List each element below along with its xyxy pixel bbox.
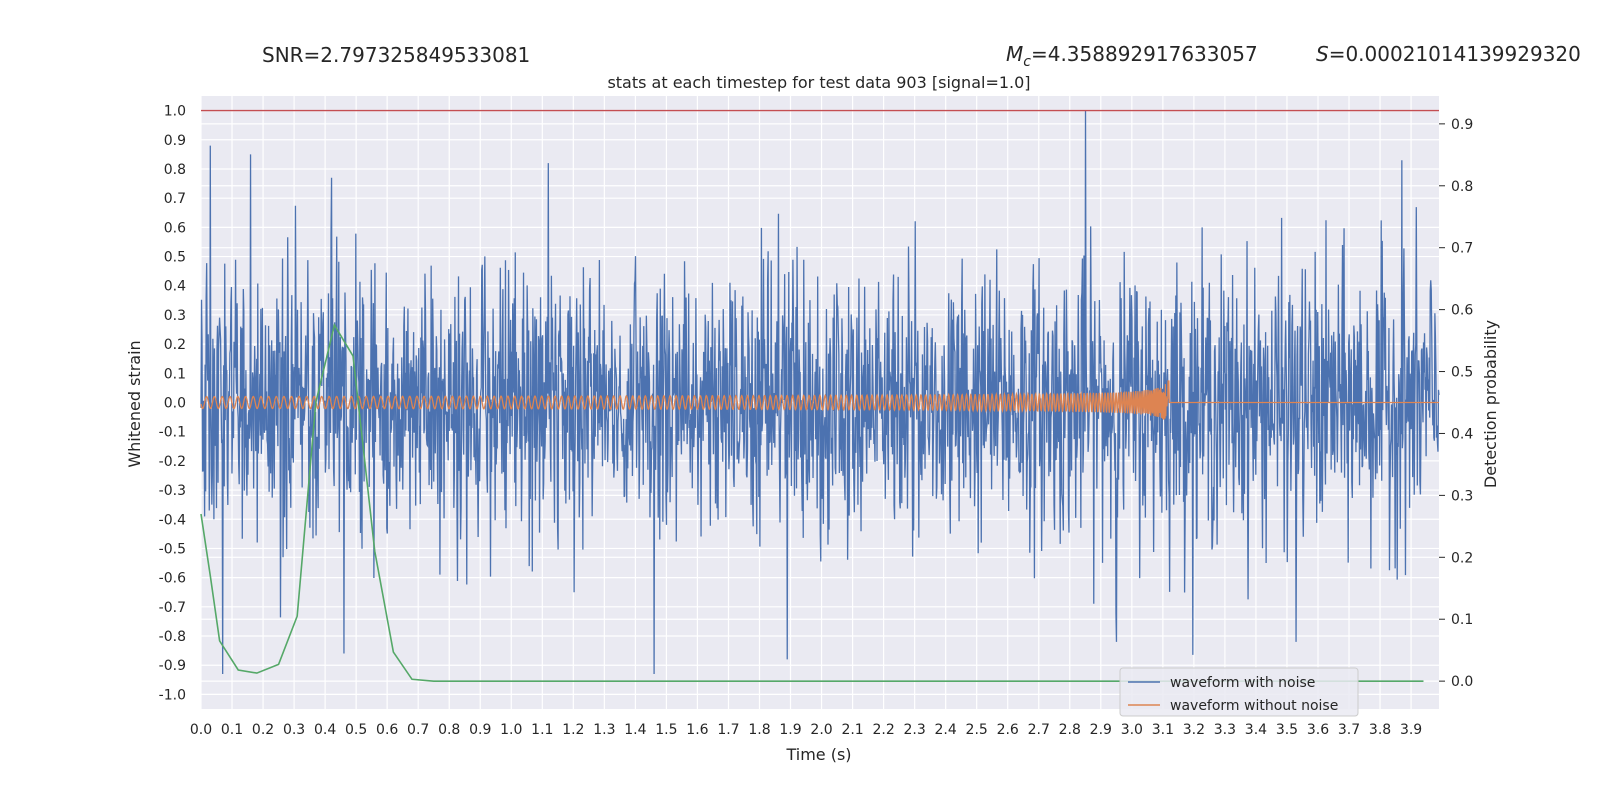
y-tick-label: 0.0: [164, 396, 186, 412]
chirp-mass-value: =4.358892917633057: [1031, 42, 1258, 66]
y2-tick-label: 0.9: [1451, 117, 1473, 133]
y-tick-label: 0.5: [164, 250, 186, 266]
y-tick-label: -0.8: [159, 629, 186, 645]
chirp-mass-label: Mc=4.358892917633057: [1006, 42, 1258, 70]
x-tick-labels: 0.0 0.1 0.2 0.3 0.4 0.5 0.6 0.7 0.8 0.9 1.0 1.1 1.2 1…: [190, 722, 1422, 738]
y-tick-label: -0.4: [159, 512, 186, 528]
x-tick-label: 3.4: [1245, 722, 1267, 738]
y-tick-label: 0.4: [164, 279, 186, 295]
y2-tick-label: 0.8: [1451, 179, 1473, 195]
x-tick-label: 1.4: [624, 722, 646, 738]
x-tick-label: 0.3: [283, 722, 305, 738]
x-tick-label: 1.7: [717, 722, 739, 738]
x-tick-label: 0.2: [252, 722, 274, 738]
x-tick-label: 2.6: [997, 722, 1019, 738]
chirp-mass-subscript: c: [1023, 54, 1031, 70]
x-tick-label: 2.5: [966, 722, 988, 738]
legend-entry-noise: waveform with noise: [1170, 675, 1315, 691]
x-tick-label: 3.9: [1400, 722, 1422, 738]
y-tick-label: 0.2: [164, 337, 186, 353]
detection-probability-line: [200, 323, 1424, 682]
x-tick-label: 1.8: [748, 722, 770, 738]
y2-tick-label: 0.2: [1451, 550, 1473, 566]
y-tick-label: 0.8: [164, 162, 186, 178]
y-tick-label: 0.6: [164, 220, 186, 236]
x-tick-label: 2.3: [904, 722, 926, 738]
s-stat-value: =0.00021014139929320: [1329, 42, 1581, 66]
x-tick-label: 2.4: [935, 722, 957, 738]
y-tick-label: -0.2: [159, 454, 186, 470]
legend-entry-clean: waveform without noise: [1170, 698, 1338, 714]
legend-box: [1119, 667, 1359, 717]
x-tick-label: 0.7: [407, 722, 429, 738]
y-tick-labels: 1.0 0.9 0.8 0.7 0.6 0.5 0.4 0.3 0.2 0.1 0.0 -0.1 -0.…: [159, 104, 186, 704]
y-tick-label: 0.3: [164, 308, 186, 324]
s-stat-label: S=0.00021014139929320: [1316, 42, 1581, 66]
waveform-without-noise-line: [200, 380, 1439, 420]
y2-tick-label: 0.5: [1451, 365, 1473, 381]
x-tick-label: 3.3: [1214, 722, 1236, 738]
x-tick-label: 1.3: [593, 722, 615, 738]
x-tick-label: 0.0: [190, 722, 212, 738]
x-tick-label: 3.6: [1307, 722, 1329, 738]
y-tick-label: -0.3: [159, 483, 186, 499]
y2-tick-labels: 0.9 0.8 0.7 0.6 0.5 0.4 0.3 0.2 0.1 0.0: [1439, 117, 1473, 690]
y-tick-label: -0.7: [159, 600, 186, 616]
y2-tick-label: 0.4: [1451, 426, 1473, 442]
x-axis-label: Time (s): [785, 745, 851, 764]
x-tick-label: 2.9: [1090, 722, 1112, 738]
x-tick-label: 1.0: [500, 722, 522, 738]
y2-tick-label: 0.3: [1451, 488, 1473, 504]
plot-series: [200, 109, 1440, 682]
y2-tick-label: 0.1: [1451, 612, 1473, 628]
waveform-with-noise-line: [200, 110, 1440, 674]
y-tick-label: -0.6: [159, 571, 186, 587]
x-tick-label: 3.5: [1276, 722, 1298, 738]
chart-title: stats at each timestep for test data 903…: [607, 73, 1030, 92]
x-tick-label: 2.8: [1059, 722, 1081, 738]
x-tick-label: 2.2: [872, 722, 894, 738]
x-tick-label: 1.9: [779, 722, 801, 738]
x-tick-label: 0.8: [438, 722, 460, 738]
y-tick-label: -0.9: [159, 658, 186, 674]
x-tick-label: 2.0: [810, 722, 832, 738]
x-tick-label: 1.1: [531, 722, 553, 738]
snr-label: SNR=2.797325849533081: [262, 43, 530, 67]
x-tick-label: 3.0: [1121, 722, 1143, 738]
y2-tick-label: 0.6: [1451, 303, 1473, 319]
x-tick-label: 3.1: [1152, 722, 1174, 738]
x-tick-label: 2.1: [841, 722, 863, 738]
x-tick-label: 1.6: [686, 722, 708, 738]
s-stat-symbol: S: [1316, 42, 1329, 66]
y-axis-label: Whitened strain: [125, 340, 144, 467]
x-tick-label: 0.4: [314, 722, 336, 738]
y-tick-label: 0.9: [164, 133, 186, 149]
x-tick-label: 3.7: [1338, 722, 1360, 738]
y2-tick-label: 0.7: [1451, 241, 1473, 257]
y-tick-label: 0.7: [164, 191, 186, 207]
chirp-mass-symbol: M: [1006, 42, 1023, 66]
x-tick-label: 3.2: [1183, 722, 1205, 738]
y2-axis-label: Detection probability: [1481, 320, 1500, 488]
x-tick-label: 0.6: [376, 722, 398, 738]
y-tick-label: 1.0: [164, 104, 186, 120]
x-tick-label: 2.7: [1028, 722, 1050, 738]
x-tick-label: 1.2: [562, 722, 584, 738]
y-tick-label: -0.1: [159, 425, 186, 441]
legend: waveform with noise waveform without noi…: [1119, 667, 1359, 717]
x-tick-label: 3.8: [1369, 722, 1391, 738]
y2-tick-label: 0.0: [1451, 674, 1473, 690]
x-tick-label: 1.5: [655, 722, 677, 738]
x-tick-label: 0.9: [469, 722, 491, 738]
y-tick-label: -1.0: [159, 687, 186, 703]
y-tick-label: 0.1: [164, 366, 186, 382]
x-tick-label: 0.5: [345, 722, 367, 738]
x-tick-label: 0.1: [221, 722, 243, 738]
y-tick-label: -0.5: [159, 541, 186, 557]
